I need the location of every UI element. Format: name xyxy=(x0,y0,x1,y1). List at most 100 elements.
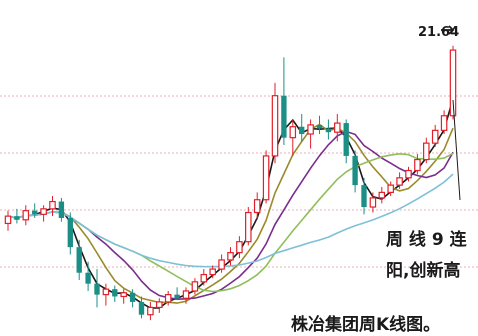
candle-body-down xyxy=(67,217,73,248)
candle-body-up xyxy=(147,306,154,316)
candle-body-down xyxy=(85,272,91,284)
candle xyxy=(14,208,20,224)
candle xyxy=(112,285,118,302)
candle xyxy=(32,203,38,218)
candle-body-up xyxy=(396,177,403,186)
candle-body-up xyxy=(156,301,163,308)
candle xyxy=(174,287,180,301)
candle xyxy=(58,197,65,222)
chart-caption: 株冶集团周K线图。 xyxy=(291,314,440,335)
candle-body-up xyxy=(120,292,127,298)
candle-body-up xyxy=(49,200,56,210)
candle-body-up xyxy=(191,281,199,292)
candle xyxy=(22,205,30,226)
candle-body-down xyxy=(361,185,367,208)
arrow-right-icon xyxy=(441,25,455,35)
annotation-line-1: 周 线 9 连 xyxy=(386,229,468,250)
candle xyxy=(262,150,270,204)
candle xyxy=(200,269,208,286)
annotation-leader-line xyxy=(452,99,461,201)
candle xyxy=(289,119,297,156)
candle-body-up xyxy=(289,126,297,139)
candle-body-down xyxy=(14,216,20,220)
candle xyxy=(76,239,82,281)
ma60-line xyxy=(7,173,454,268)
candle-body-up xyxy=(369,197,377,208)
candle xyxy=(387,181,394,197)
candle-body-down xyxy=(138,301,145,315)
candle-body-up xyxy=(405,169,412,179)
candle-body-up xyxy=(40,208,47,215)
candle xyxy=(396,172,403,189)
candle xyxy=(343,119,349,164)
candle-body-up xyxy=(102,288,110,296)
candle xyxy=(440,110,448,135)
candle xyxy=(40,205,47,222)
candle-body-up xyxy=(449,49,457,117)
candle-body-up xyxy=(440,115,448,131)
candle xyxy=(156,298,163,313)
candle-body-up xyxy=(378,191,386,199)
candle-body-down xyxy=(76,247,82,273)
candle xyxy=(102,283,110,306)
candle-body-up xyxy=(209,268,216,276)
candle-body-up xyxy=(22,210,30,221)
candle-layer xyxy=(4,45,457,321)
candle xyxy=(4,210,12,231)
candle-body-down xyxy=(325,128,332,133)
candle xyxy=(147,301,154,321)
candle-body-up xyxy=(4,215,12,225)
candle-body-up xyxy=(387,184,394,194)
candle xyxy=(449,45,457,120)
candle-body-up xyxy=(164,294,172,303)
candle-body-up xyxy=(236,241,243,254)
candle xyxy=(423,137,430,164)
candle xyxy=(209,265,216,279)
candle xyxy=(431,124,439,147)
candle-body-up xyxy=(334,122,341,133)
candle xyxy=(245,207,252,246)
candle-body-up xyxy=(200,273,208,283)
candle xyxy=(334,113,341,142)
candle-body-down xyxy=(343,123,349,156)
candle xyxy=(236,236,243,259)
candle xyxy=(378,186,386,204)
candle-body-down xyxy=(316,124,323,129)
candle xyxy=(94,269,100,308)
candle xyxy=(361,177,367,215)
candle xyxy=(138,296,145,319)
candle xyxy=(191,278,199,295)
candle xyxy=(67,212,73,255)
candle xyxy=(120,289,127,304)
candle xyxy=(281,57,287,145)
marker-layer: 21.64 xyxy=(418,25,461,201)
candle xyxy=(49,196,56,217)
candle-body-down xyxy=(58,201,65,218)
price-high-label: 21.64 xyxy=(418,25,459,40)
candle xyxy=(227,247,234,266)
candle-body-down xyxy=(112,289,118,297)
candle xyxy=(325,119,332,140)
candle-body-up xyxy=(182,290,190,299)
candle-body-down xyxy=(94,283,100,295)
candle xyxy=(129,289,136,308)
candle xyxy=(299,113,305,142)
candle-body-down xyxy=(281,95,287,138)
candle xyxy=(369,192,377,213)
candle-body-up xyxy=(227,252,234,261)
candle xyxy=(164,290,172,306)
candle-body-up xyxy=(218,259,225,270)
candle-body-up xyxy=(262,155,270,201)
candle xyxy=(253,192,261,220)
candle xyxy=(218,254,225,273)
candle-body-down xyxy=(129,292,136,302)
candle xyxy=(85,261,91,291)
candle xyxy=(414,154,421,175)
candle-body-up xyxy=(414,158,421,172)
candle-body-up xyxy=(271,95,279,157)
candle xyxy=(405,166,412,182)
candle-body-down xyxy=(32,210,38,215)
candle-body-up xyxy=(423,142,430,161)
